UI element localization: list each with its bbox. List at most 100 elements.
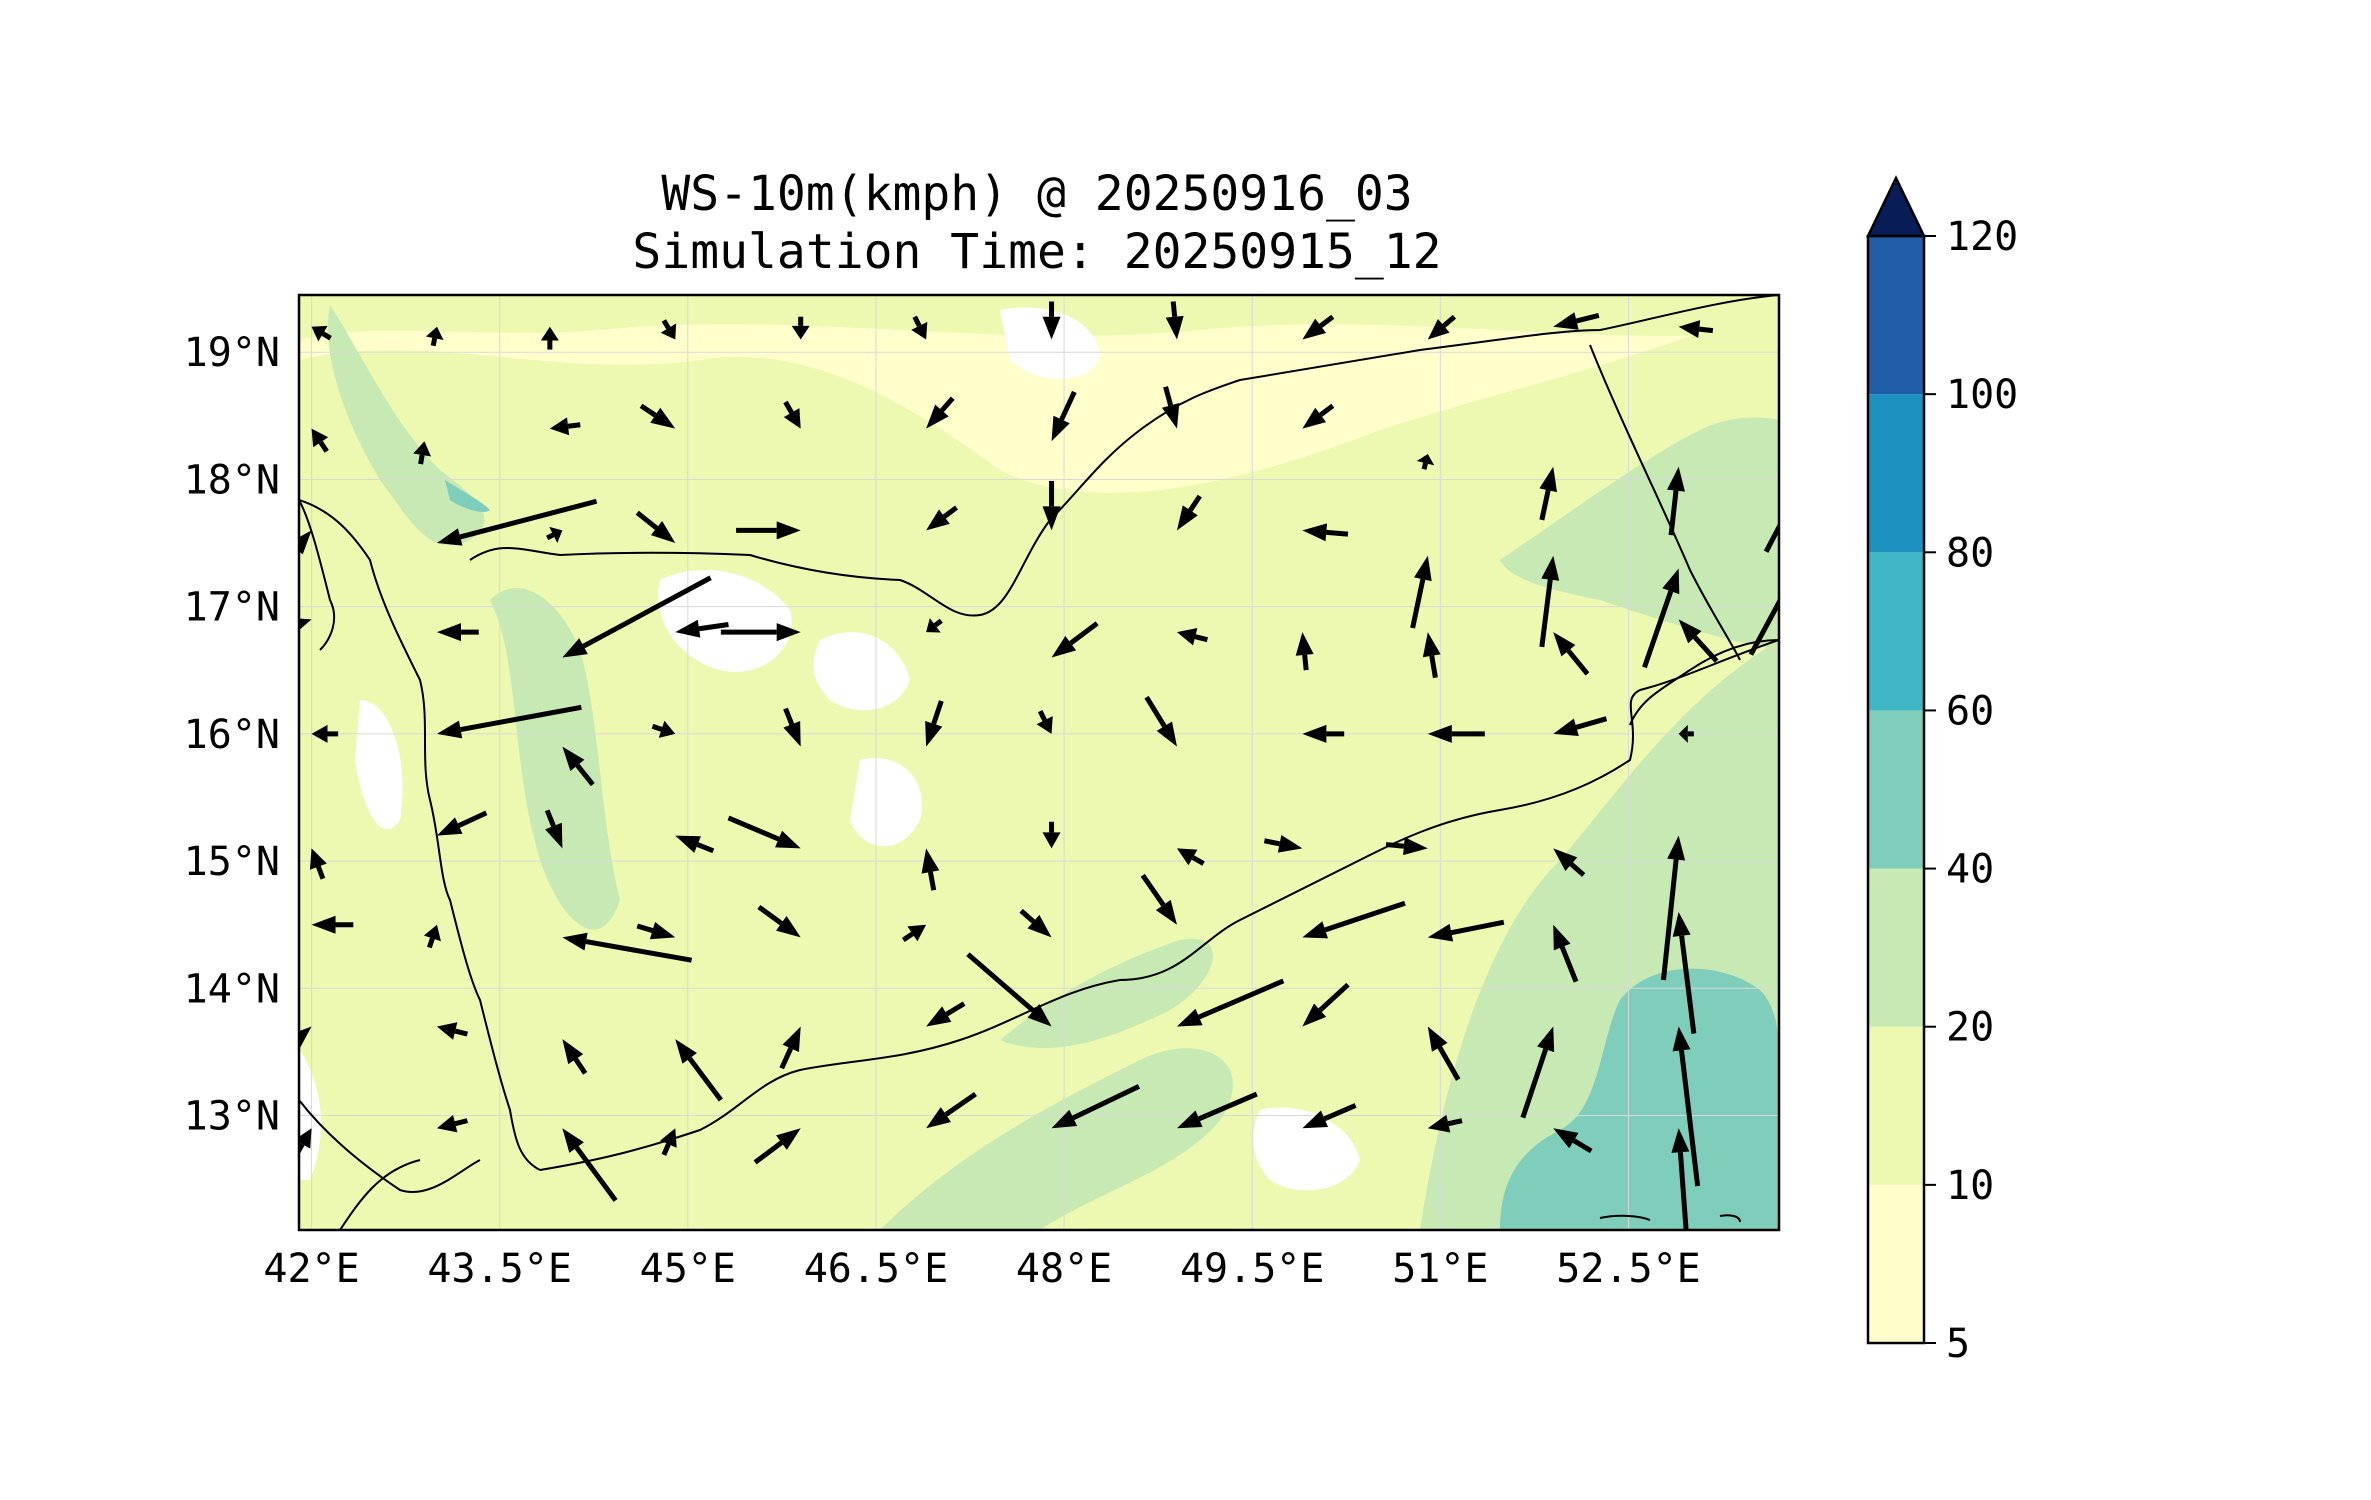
wind-arrow xyxy=(2021,899,2058,1028)
wind-arrow xyxy=(1763,521,1779,553)
lon-tick-label-7: 52.5°E xyxy=(1556,1246,1701,1292)
colorbar: 5 10 20 40 60 80 100 120 xyxy=(1866,175,2018,1367)
wind-arrow xyxy=(753,1128,801,1165)
wind-arrow xyxy=(727,815,801,849)
wind-arrow xyxy=(562,1128,618,1202)
wind-arrow xyxy=(1302,1103,1357,1129)
lat-tick-label-2: 17°N xyxy=(184,585,280,631)
wind-arrow xyxy=(1660,835,1686,981)
south-coastline xyxy=(539,639,1779,1171)
wind-arrow xyxy=(791,316,810,340)
wind-arrow xyxy=(1800,747,1817,774)
wind-arrow xyxy=(1302,982,1350,1027)
wind-arrow xyxy=(1789,284,1806,314)
wind-arrow xyxy=(926,1091,977,1129)
wind-arrow xyxy=(2013,1026,2057,1186)
contour-20-40-south-coast xyxy=(1000,938,1213,1049)
contour-20-40-gulf xyxy=(880,1048,1233,1230)
wind-arrow xyxy=(1427,919,1505,942)
wind-arrow xyxy=(1042,301,1061,340)
wind-arrow xyxy=(309,848,327,880)
map-frame xyxy=(297,293,1781,1232)
wind-arrow xyxy=(299,618,312,631)
wind-arrow xyxy=(1998,1128,2055,1284)
saudi-yemen-border xyxy=(469,295,1779,617)
wind-arrow xyxy=(1678,619,1719,663)
contour-below-5-patch-2 xyxy=(813,632,910,711)
wind-arrow xyxy=(2051,747,2074,846)
wind-arrow xyxy=(1302,724,1345,743)
lon-tick-label-5: 49.5°E xyxy=(1180,1246,1325,1292)
wind-arrow xyxy=(299,530,312,555)
wind-arrow xyxy=(436,623,479,642)
wind-arrow xyxy=(1302,314,1335,340)
wind-arrow xyxy=(1748,597,1779,656)
colorbar-frame xyxy=(1866,234,1926,1345)
wind-arrow xyxy=(1051,621,1099,658)
colorbar-label-1: 10 xyxy=(1946,1163,1994,1209)
wind-arrow xyxy=(720,623,801,642)
wind-arrow xyxy=(1553,1128,1593,1154)
wind-arrow xyxy=(1930,747,1972,808)
wind-arrow xyxy=(779,1026,801,1070)
map-title-line2: Simulation Time: 20250915_12 xyxy=(632,224,1441,280)
wind-arrow xyxy=(562,932,693,963)
wind-arrow xyxy=(926,396,955,429)
colorbar-label-7: 120 xyxy=(1946,214,2018,260)
wind-arrow xyxy=(1263,834,1303,853)
wind-arrow xyxy=(562,746,595,787)
lat-tick-label-4: 15°N xyxy=(184,839,280,885)
colorbar-extend-arrow xyxy=(1866,175,1926,238)
wind-arrow xyxy=(651,720,676,738)
wind-arrow xyxy=(783,400,801,429)
contour-20-40-highlands xyxy=(490,588,620,930)
coastlines-and-borders xyxy=(299,295,1779,1230)
wind-arrow xyxy=(1553,632,1590,676)
wind-arrow xyxy=(436,1022,468,1040)
wind-arrow xyxy=(675,835,715,854)
colorbar-segment-1 xyxy=(1868,1026,1924,1185)
wind-arrow xyxy=(1176,1091,1258,1129)
wind-arrow xyxy=(1161,386,1180,429)
wind-arrow xyxy=(1553,312,1600,330)
map-gridlines xyxy=(299,295,1779,1230)
contour-below-5-patch-6 xyxy=(355,700,403,830)
wind-arrow xyxy=(757,904,801,938)
wind-arrow xyxy=(1036,709,1053,734)
oman-yemen-border xyxy=(1589,344,1741,661)
wind-arrow xyxy=(1051,390,1077,442)
wind-arrow xyxy=(901,924,927,942)
wind-arrow xyxy=(549,417,581,436)
wind-arrow xyxy=(1176,627,1208,646)
wind-arrow xyxy=(966,952,1052,1027)
lon-tick-label-2: 45°E xyxy=(640,1246,736,1292)
wind-arrow xyxy=(546,526,563,543)
lon-tick-label-6: 51°E xyxy=(1392,1246,1488,1292)
wind-arrow xyxy=(311,428,329,453)
colorbar-segment-3 xyxy=(1868,710,1924,869)
wind-arrow xyxy=(1302,900,1406,939)
wind-arrow xyxy=(540,326,559,350)
wind-arrow xyxy=(1539,555,1560,648)
wind-arrow xyxy=(311,325,332,342)
wind-arrow xyxy=(1678,724,1694,743)
contour-10-20-region xyxy=(299,300,1779,1230)
wind-arrow xyxy=(1789,912,1810,1041)
wind-arrow xyxy=(1539,466,1558,521)
wind-arrow xyxy=(660,319,677,340)
longitude-tick-labels: 42°E 43.5°E 45°E 46.5°E 48°E 49.5°E 51°E 52.5°E xyxy=(263,1246,1700,1292)
wind-arrow xyxy=(926,1001,966,1027)
wind-arrow xyxy=(1051,1084,1141,1129)
colorbar-segment-0 xyxy=(1868,1184,1924,1343)
wind-arrow xyxy=(1176,978,1285,1027)
lon-tick-label-3: 46.5°E xyxy=(804,1246,949,1292)
lat-tick-label-1: 18°N xyxy=(184,457,280,503)
map-panel xyxy=(299,284,2074,1284)
wind-arrow xyxy=(1427,724,1485,743)
wind-arrow xyxy=(311,724,339,743)
contour-below-5-patch-4 xyxy=(1253,1107,1360,1191)
wind-arrow xyxy=(436,1114,468,1133)
wind-arrow xyxy=(562,575,712,658)
wind-arrow xyxy=(926,618,943,633)
contour-below-5-patch-3 xyxy=(850,758,922,847)
